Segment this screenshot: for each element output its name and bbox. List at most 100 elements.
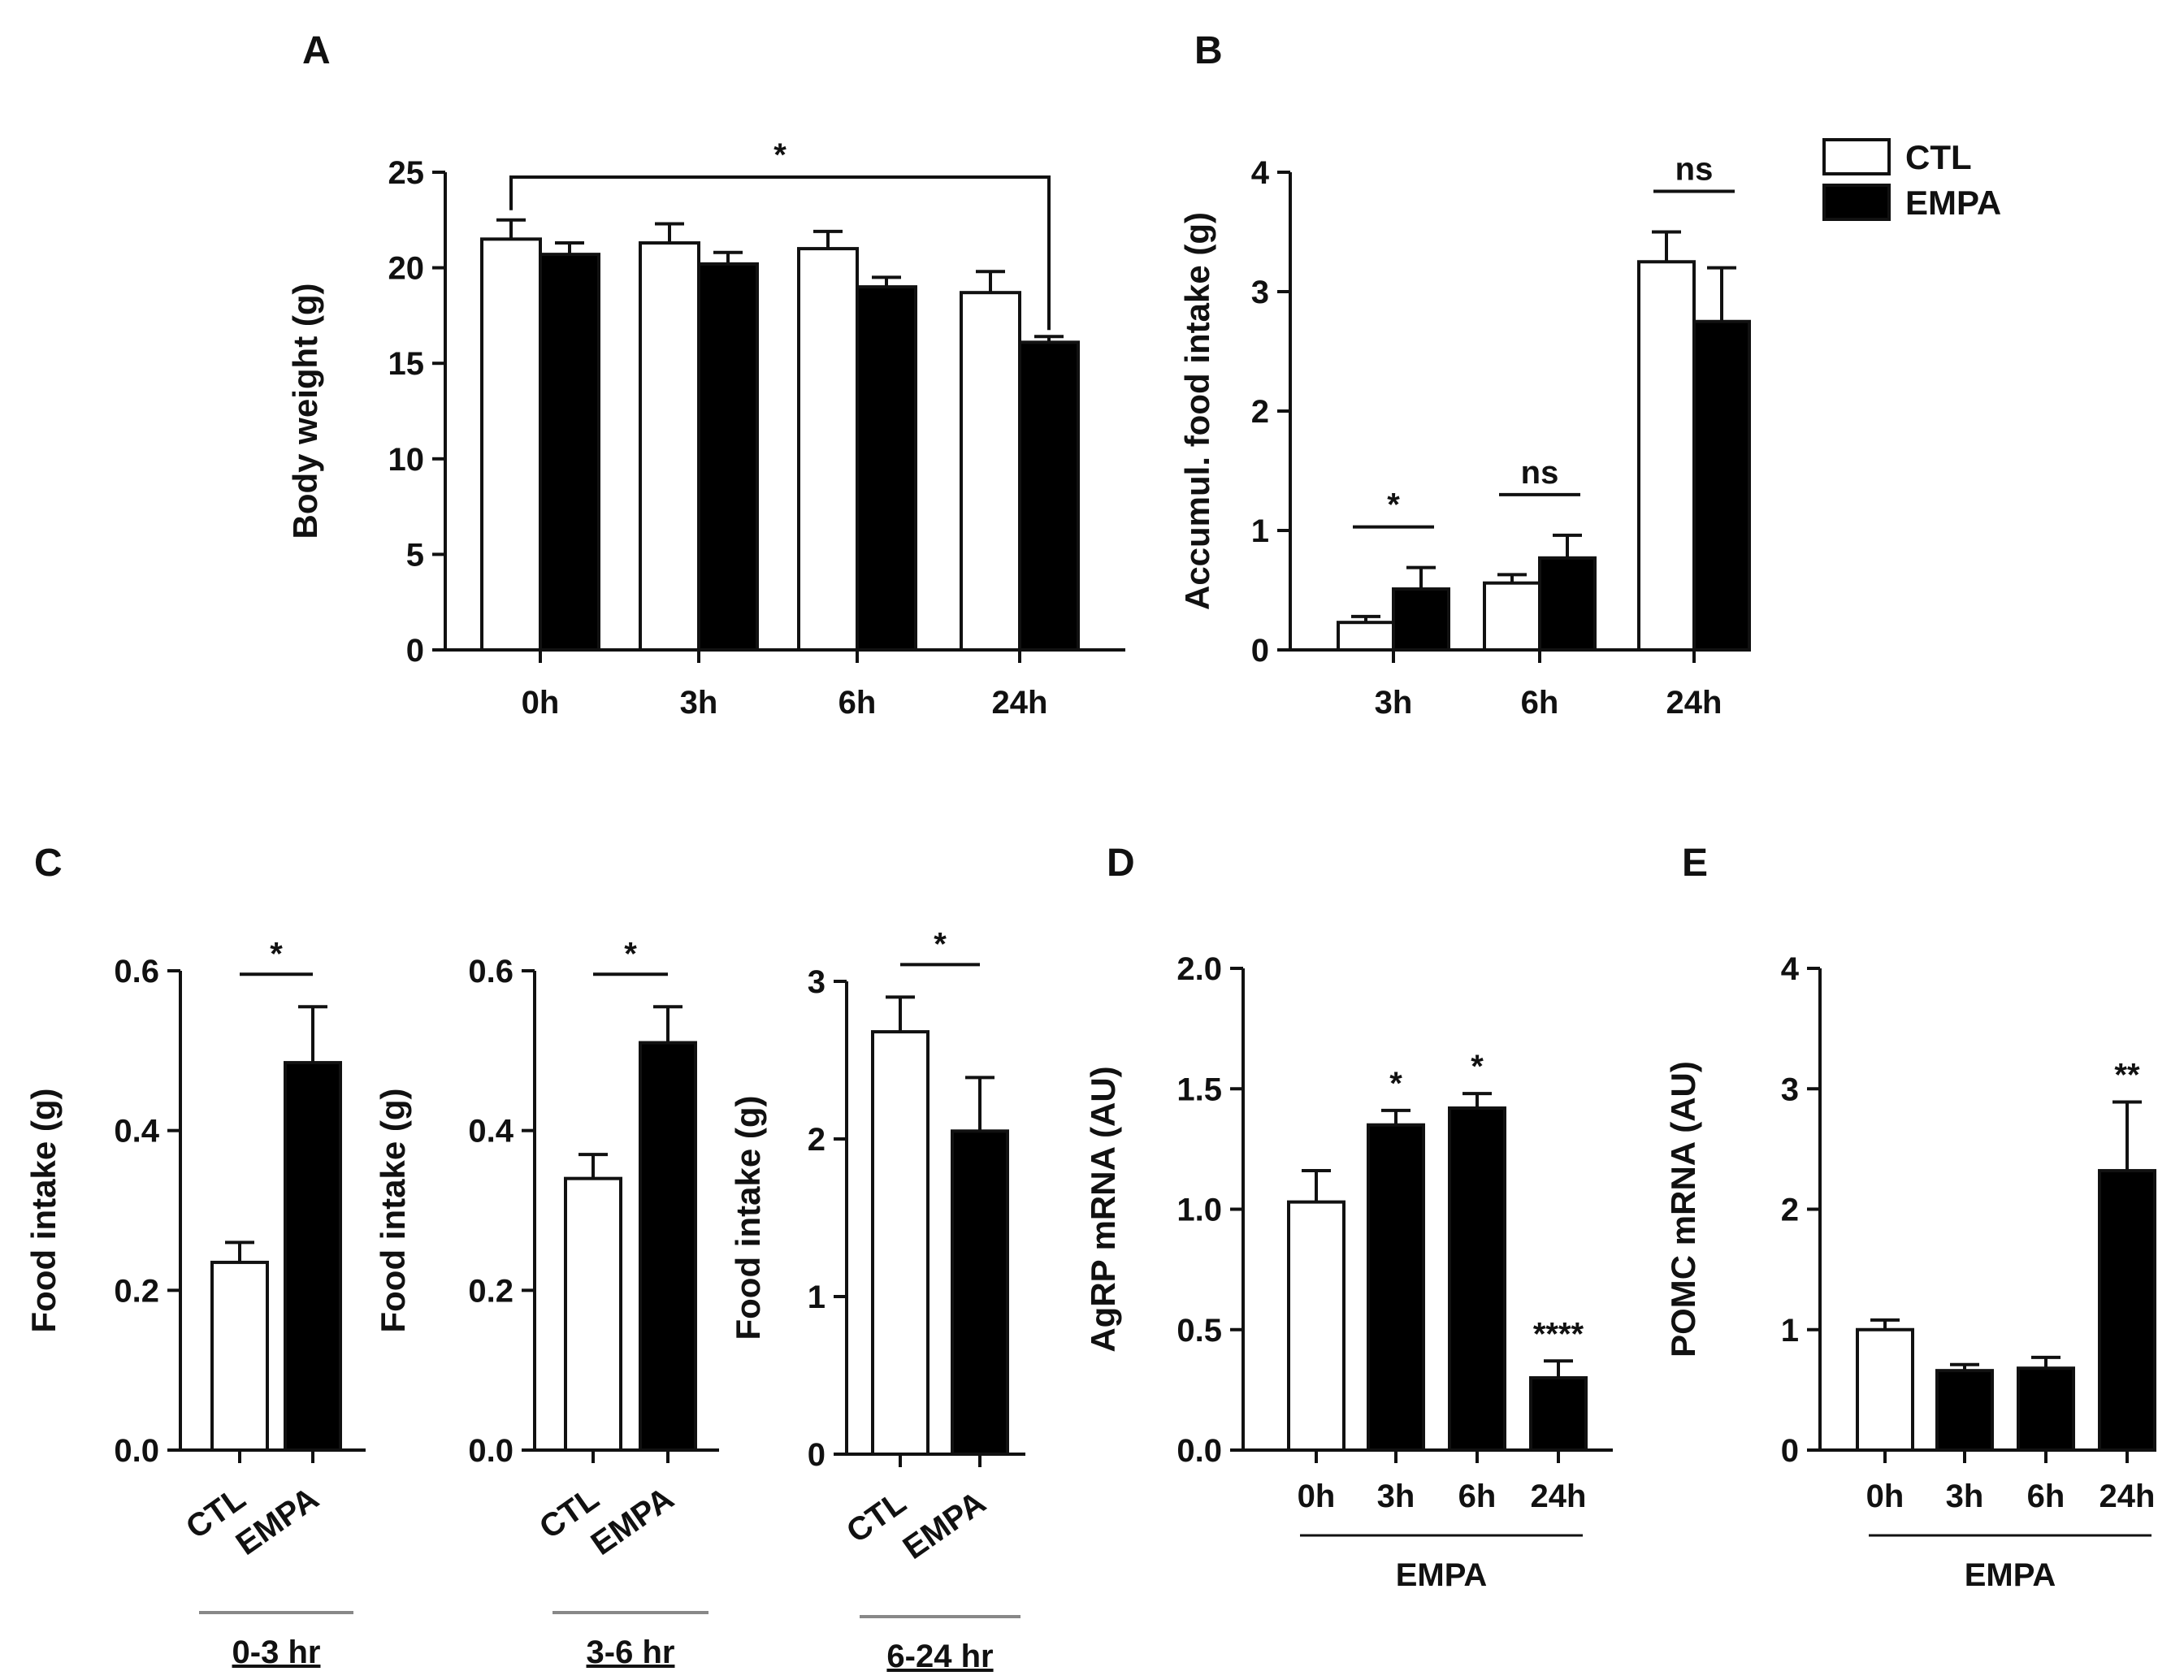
y-tick-label: 3: [1251, 275, 1269, 310]
bar-24h: [2098, 1169, 2156, 1453]
panel-letter: E: [1682, 842, 1708, 885]
panel-a: A 0 5 10 15 20 25 Body weight (g) 0h 3h 6h 24h *: [286, 29, 1125, 721]
y-tick-label: 0: [1781, 1433, 1799, 1469]
y-axis-title: AgRP mRNA (AU): [1084, 1066, 1122, 1352]
bar-3h: [1367, 1123, 1425, 1452]
bar-ctl-3h: [639, 241, 700, 652]
x-category-label: EMPA: [230, 1480, 325, 1562]
legend-label-ctl: CTL: [1905, 138, 1972, 176]
x-category-label: 24h: [1531, 1479, 1587, 1514]
x-category-label: 0h: [1866, 1479, 1904, 1514]
bar-empa: [951, 1129, 1009, 1457]
bar-empa-3h: [697, 262, 759, 652]
legend: CTL EMPA: [1822, 138, 2001, 222]
y-tick-label: 0.5: [1176, 1313, 1222, 1349]
x-category-label: 3h: [680, 685, 718, 721]
significance-label: ns: [1521, 455, 1559, 491]
y-tick-label: 2: [1251, 394, 1269, 430]
x-category-label: 3h: [1375, 685, 1413, 721]
legend-swatch-empa: [1822, 184, 1891, 221]
y-tick-label: 0.2: [468, 1273, 514, 1309]
bar-0h: [1287, 1200, 1346, 1452]
y-tick-label: 1.0: [1176, 1193, 1222, 1228]
y-tick-label: 4: [1251, 155, 1270, 191]
panel-letter: A: [302, 29, 331, 72]
bar-ctl-0h: [480, 237, 542, 652]
bar-empa: [639, 1041, 697, 1452]
bar-ctl: [564, 1176, 622, 1452]
y-tick-label: 2.0: [1176, 951, 1222, 987]
y-tick-label: 3: [808, 964, 826, 1000]
y-tick-label: 0.6: [468, 954, 514, 989]
y-axis-title: Food intake (g): [24, 1089, 63, 1333]
x-category-label: 24h: [2100, 1479, 2156, 1514]
y-axis-title: Accumul. food intake (g): [1178, 212, 1216, 610]
group-label: 3-6 hr: [587, 1635, 675, 1670]
bar-empa-6h: [856, 285, 917, 652]
significance-label: ****: [1533, 1316, 1584, 1352]
y-tick-label: 1.5: [1176, 1072, 1222, 1107]
panel-letter: D: [1107, 842, 1135, 885]
bar-ctl: [871, 1030, 930, 1456]
y-tick-label: 1: [1251, 513, 1269, 549]
y-axis-title: Food intake (g): [374, 1089, 412, 1333]
y-axis-title: Food intake (g): [729, 1096, 767, 1340]
y-tick-label: 25: [388, 155, 425, 191]
significance-bracket: [509, 175, 1051, 331]
y-tick-label: 3: [1781, 1072, 1799, 1107]
bar-ctl-6h: [797, 247, 859, 652]
bar-empa-24h: [1018, 340, 1080, 652]
bar-24h: [1529, 1376, 1588, 1453]
x-category-label: 6h: [2027, 1479, 2065, 1514]
x-category-label: 6h: [1458, 1479, 1497, 1514]
significance-label: **: [2114, 1058, 2140, 1093]
bar-ctl: [210, 1260, 269, 1452]
x-category-label: 0h: [1298, 1479, 1336, 1514]
y-tick-label: 0: [808, 1437, 826, 1473]
panel-letter: B: [1194, 29, 1223, 72]
y-tick-label: 0: [1251, 633, 1269, 669]
bar-6h: [2017, 1366, 2075, 1452]
bar-ctl-6h: [1483, 581, 1541, 652]
panel-e: E 0 1 2 3 4 POMC mRNA (AU) 0h 3h 6h 24h ** EMPA: [1664, 842, 2156, 1593]
y-tick-label: 1: [808, 1279, 826, 1315]
legend-swatch-ctl: [1822, 138, 1891, 175]
group-label: EMPA: [1396, 1557, 1488, 1593]
x-category-label: 24h: [992, 685, 1048, 721]
significance-label: *: [1471, 1049, 1484, 1085]
bar-ctl-24h: [960, 291, 1021, 652]
bar-empa-6h: [1538, 556, 1597, 652]
x-category-label: 24h: [1666, 685, 1722, 721]
significance-label: *: [934, 926, 947, 962]
bar-3h: [1935, 1369, 1994, 1453]
y-tick-label: 20: [388, 251, 425, 287]
group-label: 6-24 hr: [886, 1639, 993, 1674]
x-category-label: EMPA: [585, 1480, 680, 1562]
bar-ctl-24h: [1637, 260, 1696, 652]
panel-b: B 0 1 2 3 4 Accumul. food intake (g) 3h 6h 24h * ns…: [1178, 29, 1751, 721]
y-axis-title: POMC mRNA (AU): [1664, 1061, 1702, 1357]
y-tick-label: 0.0: [468, 1433, 514, 1469]
y-tick-label: 0.0: [1176, 1433, 1222, 1469]
significance-label: ns: [1675, 152, 1714, 188]
x-category-label: 6h: [1521, 685, 1559, 721]
y-tick-label: 2: [808, 1122, 826, 1158]
legend-label-empa: EMPA: [1905, 184, 2001, 222]
x-category-label: 6h: [838, 685, 877, 721]
y-axis-title: Body weight (g): [286, 284, 324, 539]
y-tick-label: 0.2: [114, 1273, 159, 1309]
bar-0h: [1856, 1327, 1914, 1452]
panel-d: D 0.0 0.5 1.0 1.5 2.0 AgRP mRNA (AU) 0h 3h * 6h * 24…: [1084, 842, 1613, 1593]
bar-empa: [284, 1061, 342, 1453]
group-label: EMPA: [1965, 1557, 2056, 1593]
panel-letter: C: [34, 842, 63, 885]
y-tick-label: 0: [406, 633, 424, 669]
y-tick-label: 0.6: [114, 954, 159, 989]
y-tick-label: 0.4: [114, 1114, 159, 1150]
y-tick-label: 0.4: [468, 1114, 514, 1150]
